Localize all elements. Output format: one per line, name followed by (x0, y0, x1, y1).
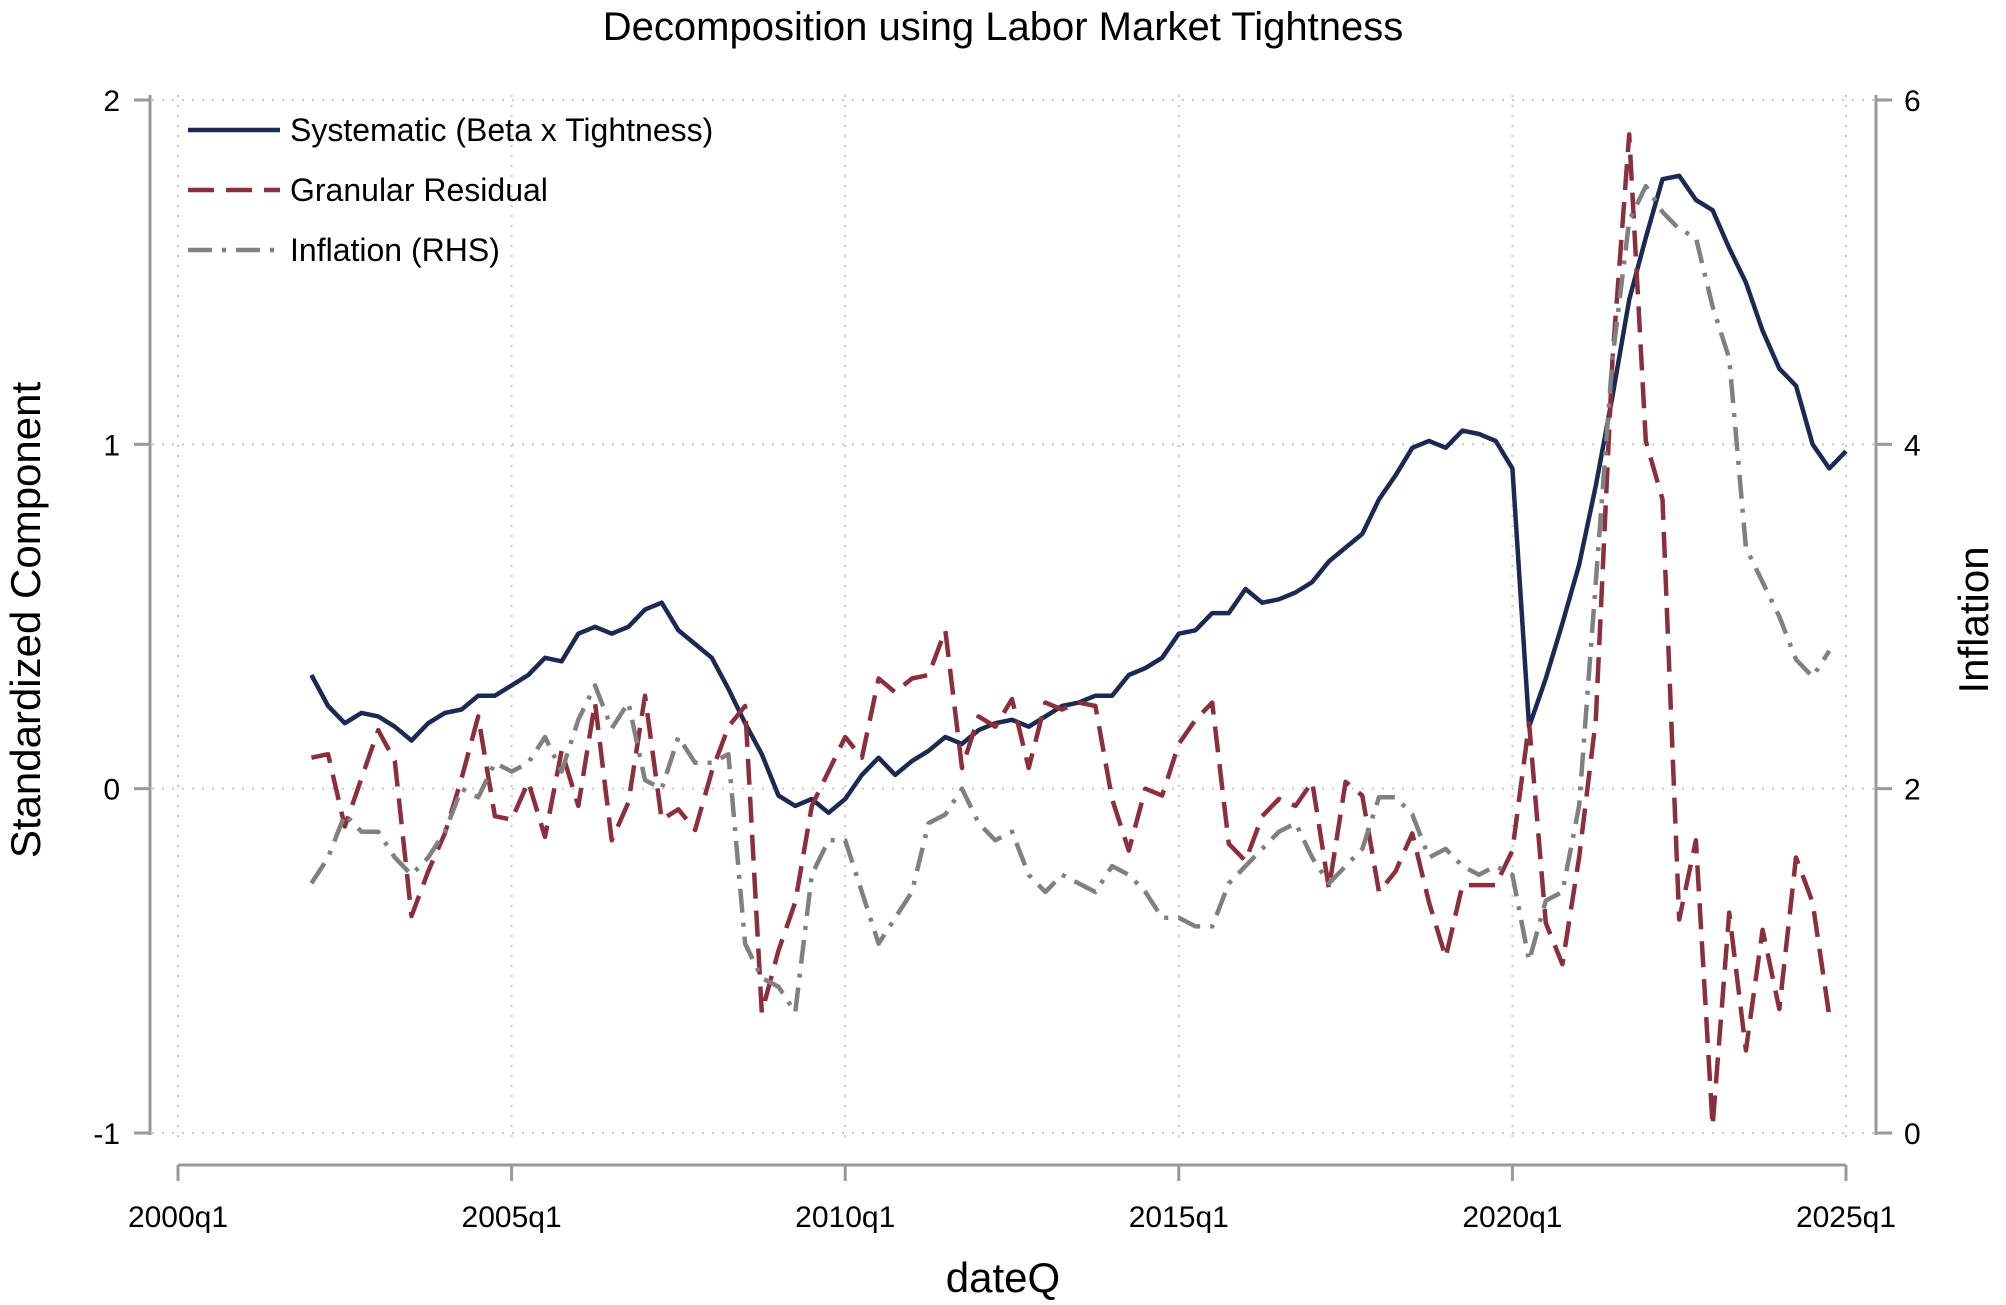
chart-title: Decomposition using Labor Market Tightne… (603, 5, 1403, 49)
series-line-granular-residual (310, 132, 1832, 1129)
x-tick-label: 2000q1 (128, 1201, 228, 1234)
gridlines (152, 95, 1874, 1138)
y2-tick-label: 6 (1904, 85, 1921, 118)
axes (148, 95, 1878, 1167)
x-axis-title: dateQ (946, 1254, 1060, 1301)
series-line-systematic (309, 173, 1848, 816)
y2-tick-label: 4 (1904, 429, 1921, 462)
y-tick-label: 0 (103, 774, 120, 807)
y-tick-label: -1 (93, 1118, 120, 1151)
x-tick-label: 2005q1 (462, 1201, 562, 1234)
x-tick-label: 2025q1 (1796, 1201, 1896, 1234)
x-tick-label: 2015q1 (1129, 1201, 1229, 1234)
y2-tick-label: 2 (1904, 774, 1921, 807)
legend-label-systematic: Systematic (Beta x Tightness) (290, 112, 713, 148)
plot-area (309, 132, 1848, 1129)
x-tick-label: 2010q1 (795, 1201, 895, 1234)
series-line-inflation (309, 183, 1832, 1015)
x-tick-label: 2020q1 (1462, 1201, 1562, 1234)
y2-axis-title: Inflation (1950, 546, 1997, 693)
legend-label-granular-residual: Granular Residual (290, 172, 548, 208)
ticks: -1 0 1 2 0 2 4 6 2000q1 2005q1 2010q1 2015q1 2020q1 2… (93, 85, 1920, 1234)
y-axis-title: Standardized Component (2, 382, 49, 859)
y-tick-label: 1 (103, 429, 120, 462)
y2-tick-label: 0 (1904, 1118, 1921, 1151)
legend-label-inflation: Inflation (RHS) (290, 232, 500, 268)
legend: Systematic (Beta x Tightness) Granular Re… (188, 112, 713, 268)
y-tick-label: 2 (103, 85, 120, 118)
